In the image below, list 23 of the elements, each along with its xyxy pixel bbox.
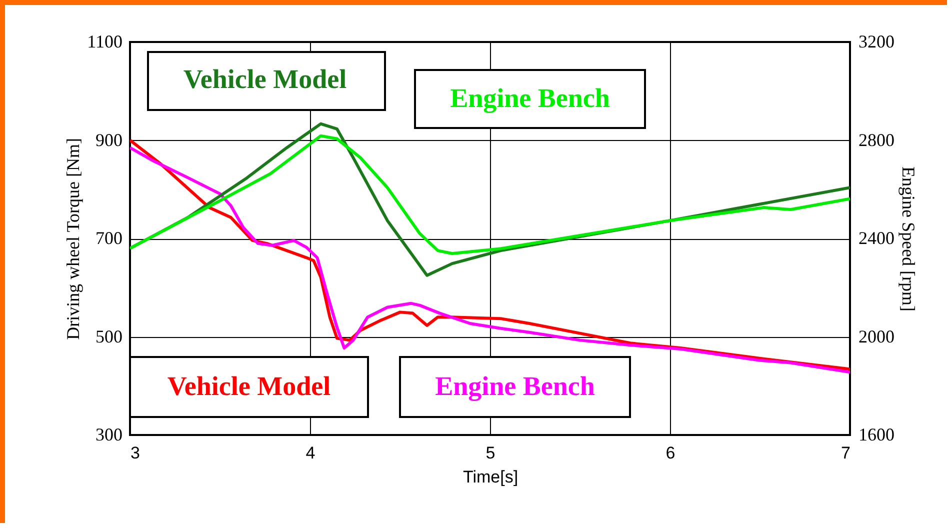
y2-tick-label: 2800: [858, 130, 894, 150]
y-tick-label: 900: [96, 130, 122, 150]
x-tick-label: 4: [306, 444, 316, 462]
y2-tick-label: 2000: [858, 326, 894, 346]
line-series: [130, 134, 850, 255]
y2-tick-label: 1600: [858, 424, 894, 444]
y2-axis-title: Engine Speed [rpm]: [898, 166, 918, 312]
y2-tick-label: 2400: [858, 228, 894, 248]
x-axis-title: Time[s]: [462, 468, 518, 486]
series-label: Engine Bench: [435, 371, 595, 401]
y-tick-label: 300: [96, 424, 122, 444]
x-tick-label: 6: [666, 444, 676, 462]
y2-tick-label: 3200: [858, 32, 894, 52]
x-tick-label: 3: [130, 444, 140, 462]
y-tick-label: 500: [96, 326, 122, 346]
series-label: Vehicle Model: [167, 371, 332, 401]
x-tick-label: 7: [841, 444, 850, 462]
x-tick-label: 5: [486, 444, 496, 462]
text: Engine Bench: [450, 83, 610, 113]
series-label: Vehicle Model: [183, 64, 348, 94]
y-tick-label: 1100: [87, 32, 122, 52]
y-axis-title: Driving wheel Torque [Nm]: [63, 138, 84, 340]
y-tick-label: 700: [96, 228, 122, 248]
